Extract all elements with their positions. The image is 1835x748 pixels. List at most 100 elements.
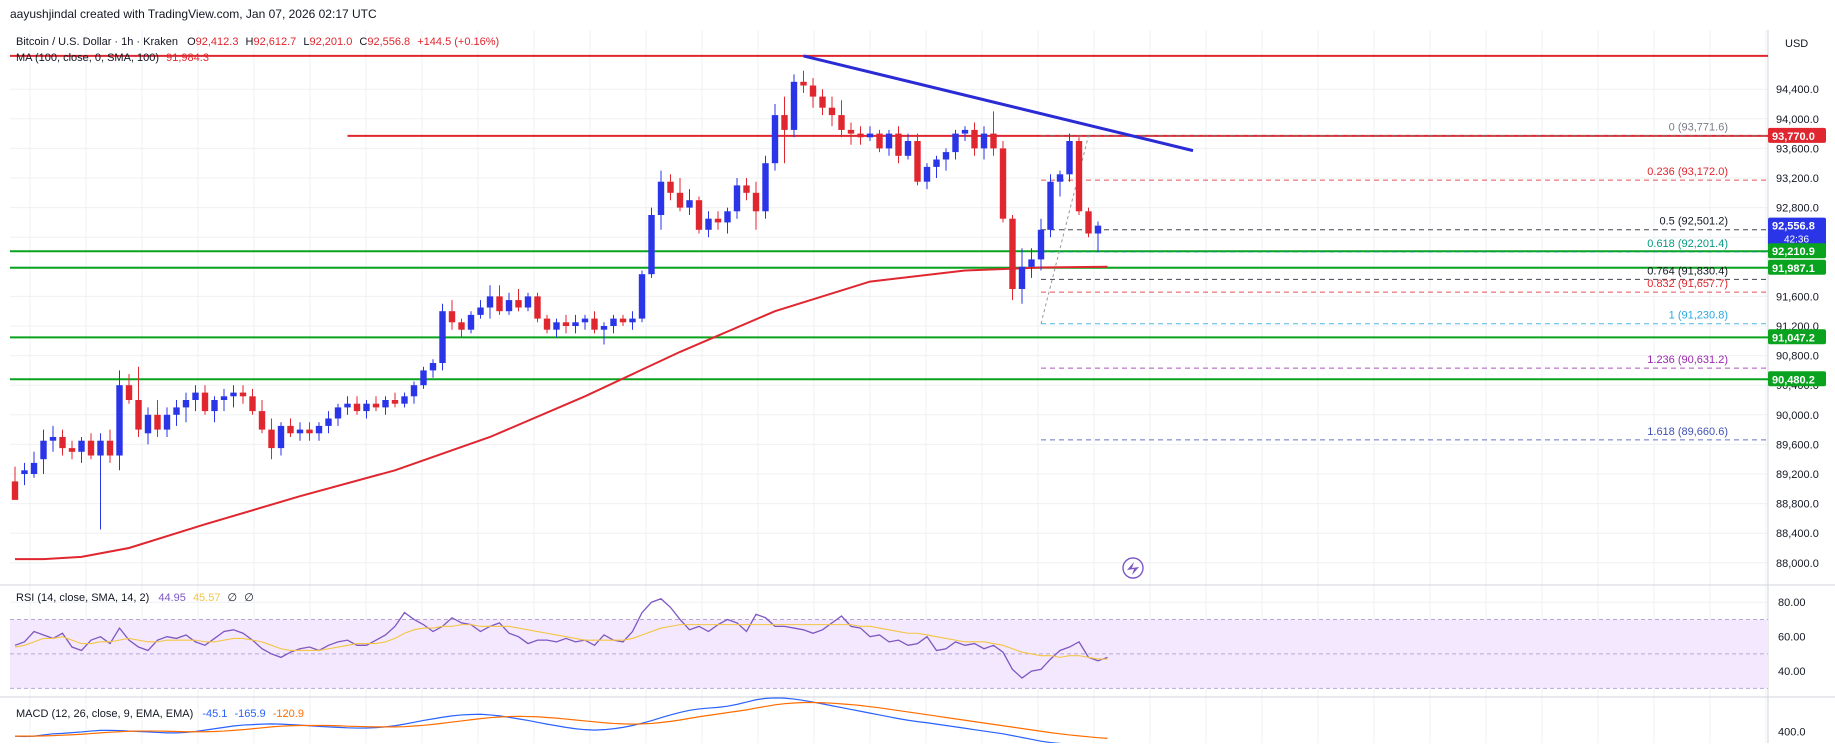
fib-level-label: 0.832 (91,657.7) bbox=[1647, 278, 1728, 290]
ma-legend[interactable]: MA (100, close, 0, SMA, 100) 91,984.3 bbox=[16, 52, 209, 64]
candle-body bbox=[980, 133, 988, 149]
currency-label[interactable]: USD bbox=[1785, 38, 1809, 50]
candle-body bbox=[847, 129, 855, 134]
candle-body bbox=[211, 400, 218, 412]
price-tick-label: 89,200.0 bbox=[1776, 469, 1819, 481]
candle-body bbox=[486, 296, 494, 308]
support-resistance-lines[interactable] bbox=[10, 54, 1768, 381]
rsi-band bbox=[10, 618, 1768, 689]
macd-title: MACD (12, 26, close, 9, EMA, EMA) bbox=[16, 708, 194, 720]
bearish-trendline[interactable] bbox=[803, 54, 1194, 153]
candle-body bbox=[315, 425, 323, 434]
rsi-title: RSI (14, close, SMA, 14, 2) bbox=[16, 592, 150, 604]
candle-body bbox=[30, 462, 38, 474]
candle-body bbox=[999, 148, 1007, 219]
candle-body bbox=[733, 185, 741, 212]
price-tag-label: 93,770.0 bbox=[1772, 131, 1815, 143]
candle-body bbox=[724, 211, 731, 223]
candle-body bbox=[144, 414, 152, 434]
candle-body bbox=[325, 418, 332, 426]
candle-body bbox=[857, 133, 864, 138]
candle-body bbox=[923, 166, 931, 182]
candle-body bbox=[277, 425, 285, 449]
candle-body bbox=[885, 133, 893, 149]
candle-body bbox=[287, 425, 294, 434]
candle-body bbox=[21, 470, 28, 474]
ma-100-line bbox=[15, 265, 1108, 561]
candle-body bbox=[429, 363, 437, 371]
candle-body bbox=[591, 318, 598, 330]
candlesticks bbox=[11, 70, 1102, 530]
open-value: 92,412.3 bbox=[195, 36, 239, 48]
price-tick-label: 91,600.0 bbox=[1776, 291, 1819, 303]
candle-body bbox=[838, 115, 845, 130]
close-value: 92,556.8 bbox=[367, 36, 411, 48]
replay-icon[interactable] bbox=[1122, 557, 1144, 579]
macd-signal-value: -165.9 bbox=[234, 708, 266, 720]
candle-body bbox=[619, 318, 627, 323]
candle-body bbox=[458, 322, 465, 330]
fib-level-label: 0.5 (92,501.2) bbox=[1660, 216, 1729, 228]
rsi-line bbox=[14, 598, 1108, 679]
candle-body bbox=[515, 300, 522, 308]
fib-level-label: 1 (91,230.8) bbox=[1669, 310, 1728, 322]
candle-body bbox=[59, 437, 66, 449]
candle-body bbox=[1018, 266, 1026, 289]
symbol-title: Bitcoin / U.S. Dollar · 1h · Kraken bbox=[16, 36, 179, 48]
candle-body bbox=[467, 314, 475, 330]
fib-level-label: 0.236 (93,172.0) bbox=[1647, 166, 1728, 178]
trendline[interactable] bbox=[803, 54, 1194, 153]
candle-body bbox=[581, 318, 589, 323]
candle-body bbox=[1066, 141, 1073, 175]
candle-body bbox=[667, 181, 674, 193]
symbol-line: Bitcoin / U.S. Dollar · 1h · Kraken O92,… bbox=[16, 36, 499, 48]
rsi-tick-label: 80.00 bbox=[1778, 597, 1806, 609]
rsi-extra-1: ∅ bbox=[227, 592, 238, 604]
price-tag bbox=[1768, 371, 1826, 387]
candle-body bbox=[448, 311, 456, 323]
price-tick-label: 92,800.0 bbox=[1776, 203, 1819, 215]
price-tick-label: 93,200.0 bbox=[1776, 173, 1819, 185]
candle-body bbox=[477, 307, 484, 315]
candle-body bbox=[401, 396, 408, 404]
price-tick-label: 90,000.0 bbox=[1776, 410, 1819, 422]
candle-body bbox=[258, 411, 266, 430]
rsi-tick-label: 60.00 bbox=[1778, 632, 1806, 644]
candle-body bbox=[686, 200, 693, 208]
candle-body bbox=[752, 192, 760, 212]
price-tag-label: 91,047.2 bbox=[1772, 332, 1815, 344]
rsi-legend[interactable]: RSI (14, close, SMA, 14, 2) 44.95 45.57 … bbox=[16, 591, 254, 604]
candle-body bbox=[952, 133, 959, 153]
change-value: +144.5 (+0.16%) bbox=[417, 36, 500, 48]
candle-body bbox=[505, 300, 513, 312]
price-tag-label: 90,480.2 bbox=[1772, 374, 1815, 386]
candle-body bbox=[97, 440, 104, 456]
signal-line bbox=[15, 701, 1108, 739]
price-tag-label: 92,210.9 bbox=[1772, 246, 1815, 258]
candle-body bbox=[1028, 259, 1035, 267]
price-tag-label: 91,987.1 bbox=[1772, 263, 1815, 275]
candle-body bbox=[116, 385, 123, 456]
bar-countdown-label: 42:36 bbox=[1784, 235, 1809, 246]
candle-body bbox=[1075, 141, 1083, 212]
fib-level-label: 1.618 (89,660.6) bbox=[1647, 426, 1728, 438]
price-tick-label: 90,800.0 bbox=[1776, 351, 1819, 363]
price-tag bbox=[1768, 217, 1826, 246]
fibonacci-retracement[interactable]: 0 (93,771.6) 0.236 (93,172.0) 0.5 (92,501.… bbox=[1040, 122, 1768, 441]
price-axis[interactable]: 94,400.0 94,000.0 93,600.0 93,200.0 92,800.0… bbox=[1776, 84, 1819, 738]
candle-body bbox=[771, 115, 779, 164]
price-tag bbox=[1768, 329, 1826, 345]
candle-body bbox=[648, 215, 655, 275]
attribution: aayushjindal created with TradingView.co… bbox=[10, 7, 377, 21]
rsi-tick-label: 40.00 bbox=[1778, 666, 1806, 678]
candle-body bbox=[68, 448, 76, 452]
candle-body bbox=[382, 400, 389, 408]
candle-body bbox=[828, 107, 836, 116]
ma-label: MA (100, close, 0, SMA, 100) bbox=[16, 52, 160, 64]
macd-legend[interactable]: MACD (12, 26, close, 9, EMA, EMA) -45.1 … bbox=[16, 708, 304, 720]
candle-body bbox=[866, 133, 874, 138]
candle-body bbox=[344, 403, 351, 408]
candle-body bbox=[87, 440, 95, 456]
